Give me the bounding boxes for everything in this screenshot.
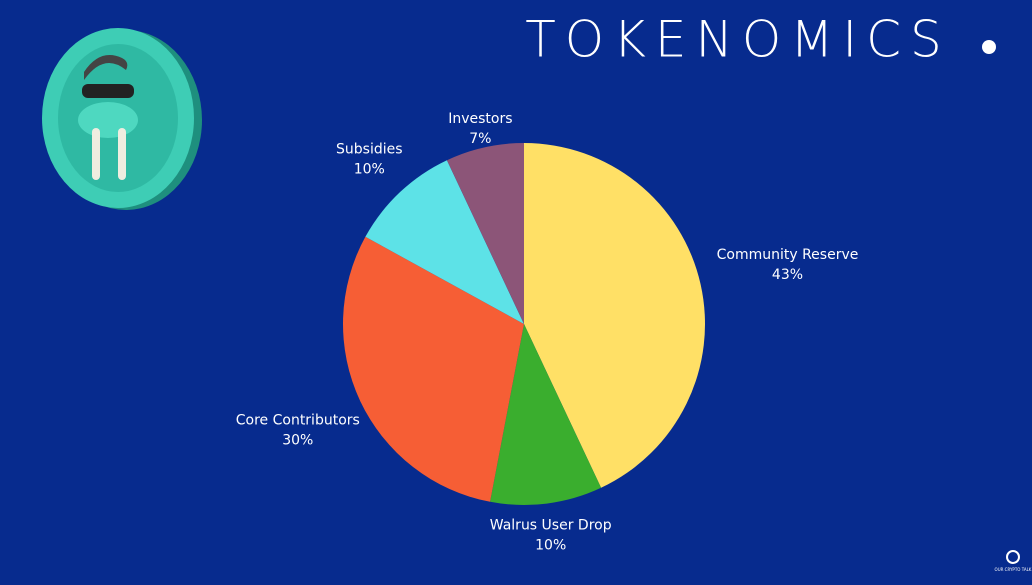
- slice-label: Investors: [448, 111, 512, 127]
- slice-label: Subsidies: [336, 141, 403, 157]
- slice-label: Core Contributors: [236, 412, 360, 428]
- pie-slice: [342, 236, 524, 502]
- slice-label: Community Reserve: [717, 247, 859, 263]
- chart-title: TOKENOMICS: [525, 11, 951, 69]
- pie-slice: [365, 160, 524, 324]
- slice-value-label: 7%: [469, 131, 491, 147]
- title-dot: [982, 40, 996, 54]
- slice-label: Walrus User Drop: [490, 517, 612, 533]
- logo-text: OUR CRYPTO TALK: [995, 567, 1032, 572]
- slice-value-label: 10%: [535, 537, 566, 553]
- slice-value-label: 43%: [772, 267, 803, 283]
- pie-slice: [490, 324, 602, 505]
- coin-icon: [42, 28, 202, 210]
- pie-slice: [446, 143, 524, 324]
- pie-chart: Community Reserve 43% Walrus User Drop 10% C…: [236, 111, 859, 554]
- slice-value-label: 30%: [282, 432, 313, 448]
- logo: OUR CRYPTO TALK: [995, 550, 1032, 572]
- pie-slice: [524, 143, 705, 488]
- slice-value-label: 10%: [354, 161, 385, 177]
